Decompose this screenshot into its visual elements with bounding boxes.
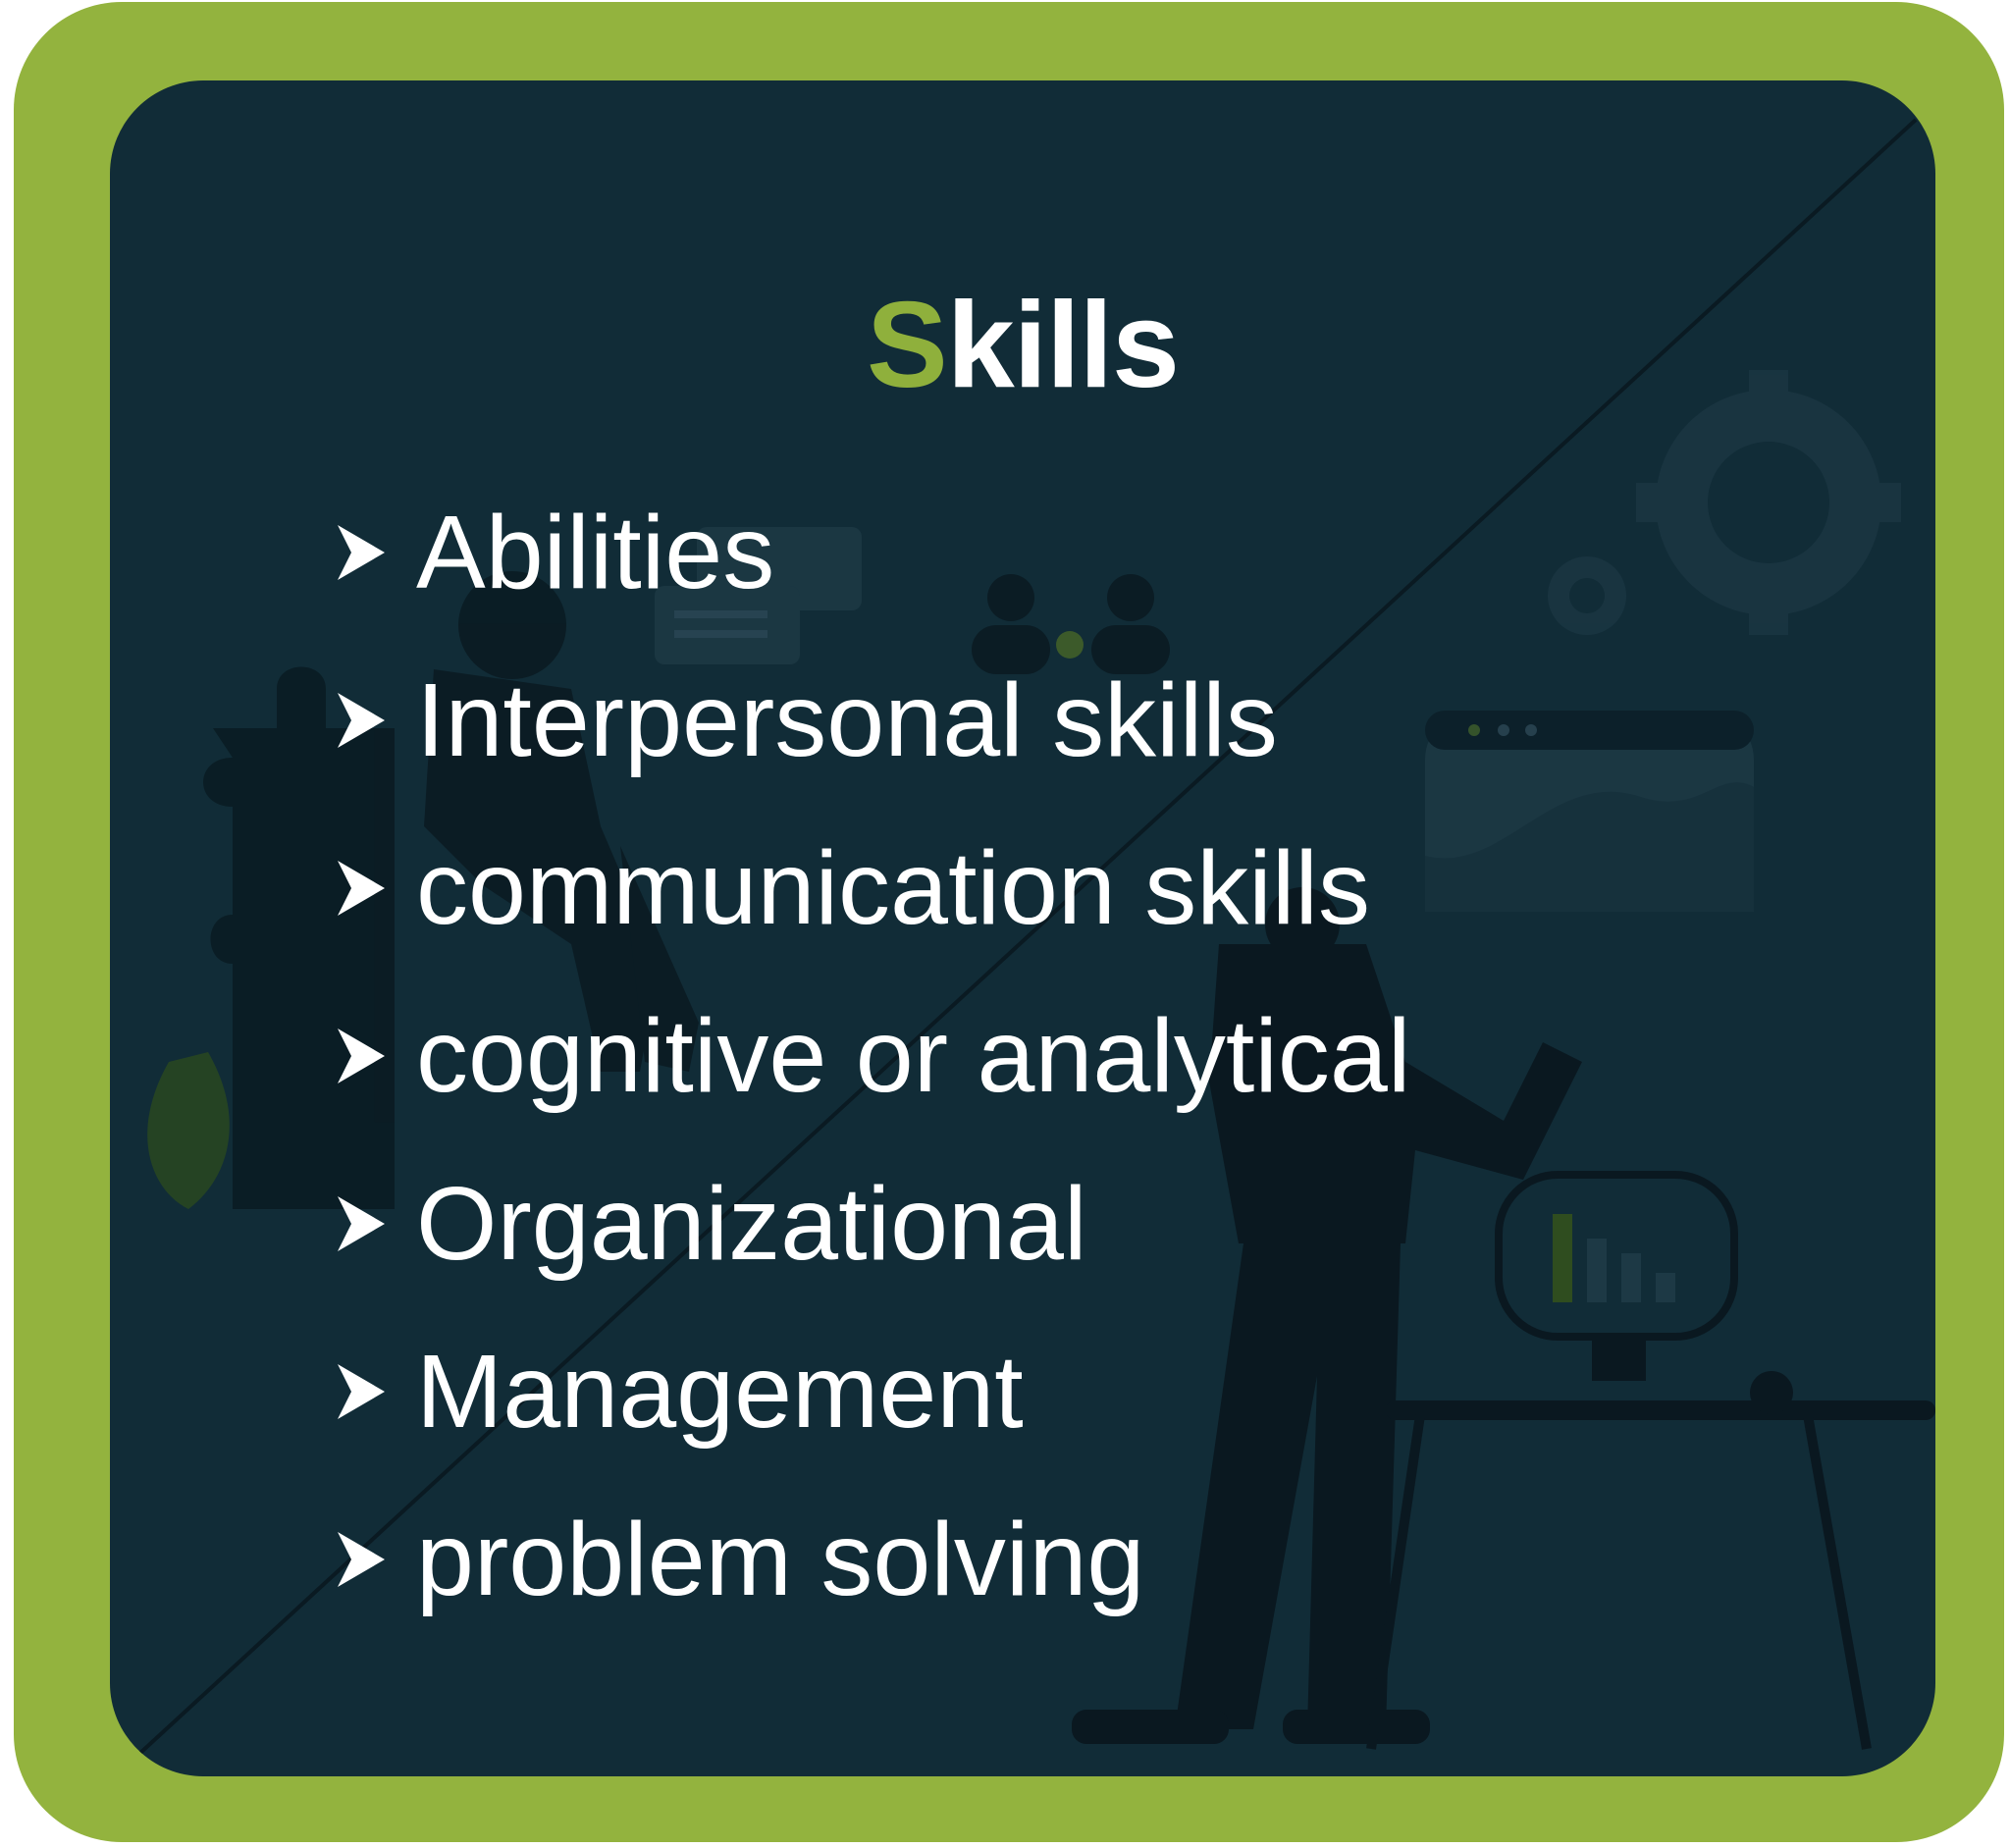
desk-monitor-illustration	[1366, 1171, 1935, 1750]
standing-person-illustration	[1072, 887, 1582, 1744]
list-item: Abilities	[336, 468, 1410, 636]
list-item: cognitive or analytical	[336, 972, 1410, 1139]
skill-label: Organizational	[416, 1165, 1087, 1282]
plant-leaf-icon	[147, 1052, 230, 1209]
list-item: problem solving	[336, 1475, 1410, 1643]
skill-label: Management	[416, 1333, 1024, 1450]
list-item: Management	[336, 1307, 1410, 1475]
chat-bubble-icon	[655, 527, 862, 664]
page-title: Skills	[110, 277, 1935, 414]
skill-label: Interpersonal skills	[416, 661, 1278, 778]
title-accent-letter: S	[867, 278, 948, 413]
skill-label: cognitive or analytical	[416, 997, 1411, 1114]
title-rest: kills	[946, 278, 1180, 413]
list-item: Interpersonal skills	[336, 636, 1410, 804]
chevron-right-icon	[338, 1531, 385, 1587]
skill-label: communication skills	[416, 829, 1370, 946]
chevron-right-icon	[338, 692, 385, 748]
list-item: Organizational	[336, 1139, 1410, 1307]
diagonal-line	[137, 118, 1918, 1756]
chevron-right-icon	[338, 1363, 385, 1419]
chevron-right-icon	[338, 860, 385, 916]
chevron-right-icon	[338, 1028, 385, 1083]
skill-label: Abilities	[416, 494, 775, 610]
people-icon	[972, 574, 1170, 674]
skill-label: problem solving	[416, 1501, 1145, 1617]
list-item: communication skills	[336, 804, 1410, 972]
small-gear-icon	[1548, 556, 1626, 635]
browser-window-icon	[1425, 711, 1754, 912]
chevron-right-icon	[338, 1195, 385, 1251]
chevron-right-icon	[338, 524, 385, 580]
outer-frame: Skills Abilities Interpersonal skills co…	[14, 2, 2004, 1842]
background-illustration	[137, 118, 1935, 1756]
skills-list: Abilities Interpersonal skills communica…	[336, 468, 1410, 1643]
skills-card: Skills Abilities Interpersonal skills co…	[110, 80, 1935, 1776]
gear-icon	[1636, 370, 1901, 635]
